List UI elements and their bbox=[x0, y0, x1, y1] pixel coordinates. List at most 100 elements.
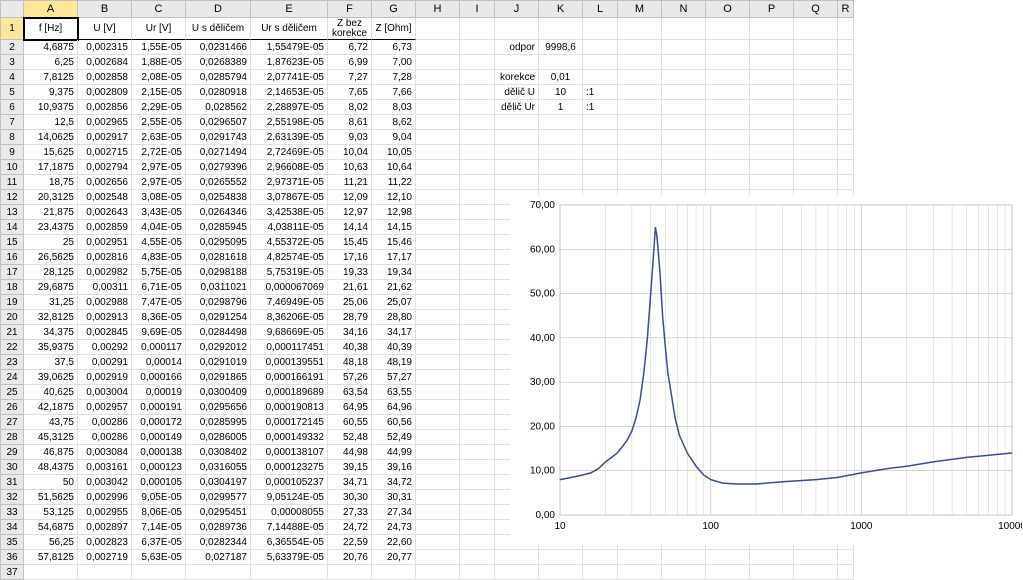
cell-Q6[interactable] bbox=[794, 100, 838, 115]
cell-C9[interactable]: 2,72E-05 bbox=[132, 145, 186, 160]
cell-Q1[interactable] bbox=[794, 18, 838, 40]
cell-M8[interactable] bbox=[618, 130, 662, 145]
cell-L10[interactable] bbox=[583, 160, 618, 175]
cell-P37[interactable] bbox=[750, 565, 794, 580]
cell-F8[interactable]: 9,03 bbox=[328, 130, 372, 145]
cell-E8[interactable]: 2,63139E-05 bbox=[251, 130, 328, 145]
row-header-22[interactable]: 22 bbox=[0, 340, 24, 355]
cell-G4[interactable]: 7,28 bbox=[372, 70, 416, 85]
cell-H35[interactable] bbox=[416, 535, 460, 550]
cell-H20[interactable] bbox=[416, 310, 460, 325]
cell-E28[interactable]: 0,000149332 bbox=[251, 430, 328, 445]
cell-F34[interactable]: 24,72 bbox=[328, 520, 372, 535]
cell-P10[interactable] bbox=[750, 160, 794, 175]
column-header-I[interactable]: I bbox=[460, 0, 495, 18]
row-header-29[interactable]: 29 bbox=[0, 445, 24, 460]
cell-D3[interactable]: 0,0268389 bbox=[186, 55, 251, 70]
row-header-17[interactable]: 17 bbox=[0, 265, 24, 280]
cell-G20[interactable]: 28,80 bbox=[372, 310, 416, 325]
cell-I6[interactable] bbox=[460, 100, 495, 115]
cell-A34[interactable]: 54,6875 bbox=[24, 520, 78, 535]
cell-B29[interactable]: 0,003084 bbox=[78, 445, 132, 460]
cell-C27[interactable]: 0,000172 bbox=[132, 415, 186, 430]
cell-E22[interactable]: 0,000117451 bbox=[251, 340, 328, 355]
column-header-L[interactable]: L bbox=[583, 0, 618, 18]
cell-L5[interactable]: :1 bbox=[583, 85, 618, 100]
cell-D12[interactable]: 0,0254838 bbox=[186, 190, 251, 205]
cell-G1[interactable]: Z [Ohm] bbox=[372, 18, 416, 40]
cell-K10[interactable] bbox=[539, 160, 583, 175]
cell-N4[interactable] bbox=[662, 70, 706, 85]
cell-C30[interactable]: 0,000123 bbox=[132, 460, 186, 475]
cell-G17[interactable]: 19,34 bbox=[372, 265, 416, 280]
cell-F21[interactable]: 34,16 bbox=[328, 325, 372, 340]
cell-H10[interactable] bbox=[416, 160, 460, 175]
row-header-31[interactable]: 31 bbox=[0, 475, 24, 490]
cell-I34[interactable] bbox=[460, 520, 495, 535]
cell-M1[interactable] bbox=[618, 18, 662, 40]
row-header-37[interactable]: 37 bbox=[0, 565, 24, 580]
cell-A2[interactable]: 4,6875 bbox=[24, 40, 78, 55]
cell-K4[interactable]: 0,01 bbox=[539, 70, 583, 85]
cell-P4[interactable] bbox=[750, 70, 794, 85]
cell-B19[interactable]: 0,002988 bbox=[78, 295, 132, 310]
row-header-10[interactable]: 10 bbox=[0, 160, 24, 175]
cell-C8[interactable]: 2,63E-05 bbox=[132, 130, 186, 145]
column-header-Q[interactable]: Q bbox=[794, 0, 838, 18]
cell-G28[interactable]: 52,49 bbox=[372, 430, 416, 445]
cell-O9[interactable] bbox=[706, 145, 750, 160]
cell-K37[interactable] bbox=[539, 565, 583, 580]
cell-I13[interactable] bbox=[460, 205, 495, 220]
cell-F6[interactable]: 8,02 bbox=[328, 100, 372, 115]
cell-E37[interactable] bbox=[251, 565, 328, 580]
cell-J3[interactable] bbox=[495, 55, 539, 70]
cell-C14[interactable]: 4,04E-05 bbox=[132, 220, 186, 235]
cell-Q9[interactable] bbox=[794, 145, 838, 160]
cell-H30[interactable] bbox=[416, 460, 460, 475]
cell-H3[interactable] bbox=[416, 55, 460, 70]
cell-H6[interactable] bbox=[416, 100, 460, 115]
cell-K1[interactable] bbox=[539, 18, 583, 40]
column-header-M[interactable]: M bbox=[618, 0, 662, 18]
cell-B17[interactable]: 0,002982 bbox=[78, 265, 132, 280]
cell-B35[interactable]: 0,002823 bbox=[78, 535, 132, 550]
cell-N5[interactable] bbox=[662, 85, 706, 100]
cell-C31[interactable]: 0,000105 bbox=[132, 475, 186, 490]
cell-I20[interactable] bbox=[460, 310, 495, 325]
cell-I11[interactable] bbox=[460, 175, 495, 190]
row-header-13[interactable]: 13 bbox=[0, 205, 24, 220]
cell-J7[interactable] bbox=[495, 115, 539, 130]
cell-G8[interactable]: 9,04 bbox=[372, 130, 416, 145]
cell-M6[interactable] bbox=[618, 100, 662, 115]
cell-B7[interactable]: 0,002965 bbox=[78, 115, 132, 130]
row-header-18[interactable]: 18 bbox=[0, 280, 24, 295]
cell-D33[interactable]: 0,0295451 bbox=[186, 505, 251, 520]
cell-N11[interactable] bbox=[662, 175, 706, 190]
cell-B26[interactable]: 0,002957 bbox=[78, 400, 132, 415]
cell-F3[interactable]: 6,99 bbox=[328, 55, 372, 70]
cell-B14[interactable]: 0,002859 bbox=[78, 220, 132, 235]
cell-E31[interactable]: 0,000105237 bbox=[251, 475, 328, 490]
cell-M4[interactable] bbox=[618, 70, 662, 85]
cell-N1[interactable] bbox=[662, 18, 706, 40]
cell-I10[interactable] bbox=[460, 160, 495, 175]
cell-F35[interactable]: 22,59 bbox=[328, 535, 372, 550]
cell-J36[interactable] bbox=[495, 550, 539, 565]
cell-F5[interactable]: 7,65 bbox=[328, 85, 372, 100]
cell-I26[interactable] bbox=[460, 400, 495, 415]
cell-F20[interactable]: 28,79 bbox=[328, 310, 372, 325]
cell-D10[interactable]: 0,0279396 bbox=[186, 160, 251, 175]
cell-E10[interactable]: 2,96608E-05 bbox=[251, 160, 328, 175]
cell-I35[interactable] bbox=[460, 535, 495, 550]
select-all-corner[interactable] bbox=[0, 0, 24, 18]
cell-I29[interactable] bbox=[460, 445, 495, 460]
cell-C19[interactable]: 7,47E-05 bbox=[132, 295, 186, 310]
cell-F1[interactable]: Z bez korekce bbox=[328, 18, 372, 40]
cell-L2[interactable] bbox=[583, 40, 618, 55]
cell-D8[interactable]: 0,0291743 bbox=[186, 130, 251, 145]
cell-C16[interactable]: 4,83E-05 bbox=[132, 250, 186, 265]
cell-H18[interactable] bbox=[416, 280, 460, 295]
cell-F4[interactable]: 7,27 bbox=[328, 70, 372, 85]
cell-B27[interactable]: 0,00286 bbox=[78, 415, 132, 430]
cell-A7[interactable]: 12,5 bbox=[24, 115, 78, 130]
